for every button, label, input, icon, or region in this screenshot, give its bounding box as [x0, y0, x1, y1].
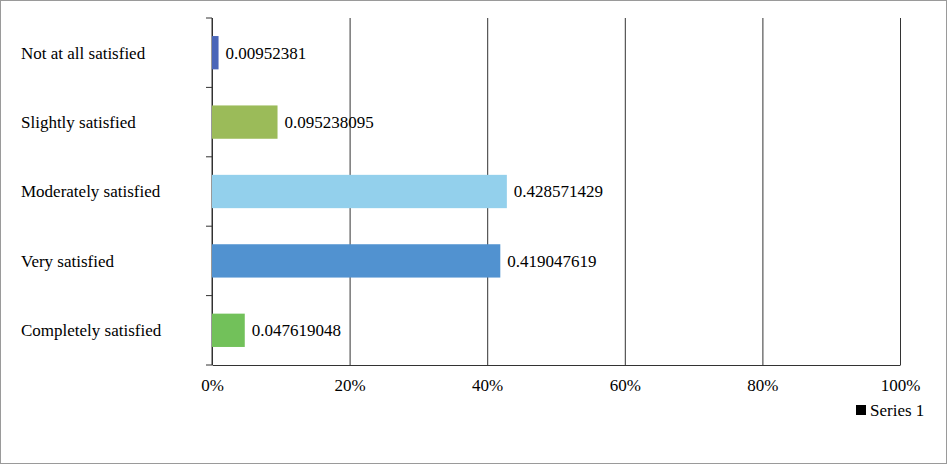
tick: 100% [881, 18, 921, 395]
legend: Series 1 [856, 401, 924, 420]
grid-line [625, 18, 626, 365]
chart: 0% 20% 40% 60% 80% 100% Not at all satisfied Sl… [0, 0, 947, 464]
data-label: 0.419047619 [507, 252, 596, 271]
data-label: 0.428571429 [514, 182, 603, 201]
grid-line [762, 18, 763, 365]
bar [212, 105, 278, 138]
category-tick [206, 365, 212, 366]
tick: 60% [610, 18, 641, 395]
x-axis: 0% 20% 40% 60% 80% 100% [201, 18, 920, 395]
legend-label: Series 1 [870, 401, 924, 420]
tick: 80% [747, 18, 778, 395]
category-label: Moderately satisfied [21, 182, 161, 201]
category-label: Not at all satisfied [21, 44, 146, 63]
bar [212, 36, 219, 69]
category-tick [206, 295, 212, 296]
axis-line [213, 365, 901, 366]
bar [212, 244, 500, 277]
category-tick [206, 18, 212, 19]
data-label: 0.047619048 [252, 321, 341, 340]
bars [212, 36, 507, 347]
bar [212, 175, 507, 208]
category-label: Very satisfied [21, 252, 115, 271]
tick-label: 40% [472, 376, 503, 395]
data-label: 0.095238095 [285, 113, 374, 132]
tick-label: 80% [747, 376, 778, 395]
data-label: 0.00952381 [226, 44, 307, 63]
legend-swatch [856, 405, 866, 415]
bar [212, 314, 245, 347]
category-label: Slightly satisfied [21, 113, 136, 132]
grid-line [900, 18, 901, 365]
chart-frame [1, 1, 947, 464]
category-label: Completely satisfied [21, 321, 162, 340]
category-tick [206, 156, 212, 157]
tick-label: 0% [201, 376, 224, 395]
tick-label: 100% [881, 376, 921, 395]
tick-label: 20% [335, 376, 366, 395]
plot-area: 0% 20% 40% 60% 80% 100% Not at all satisfied Sl… [21, 18, 920, 395]
category-tick [206, 226, 212, 227]
tick-label: 60% [610, 376, 641, 395]
category-tick [206, 87, 212, 88]
